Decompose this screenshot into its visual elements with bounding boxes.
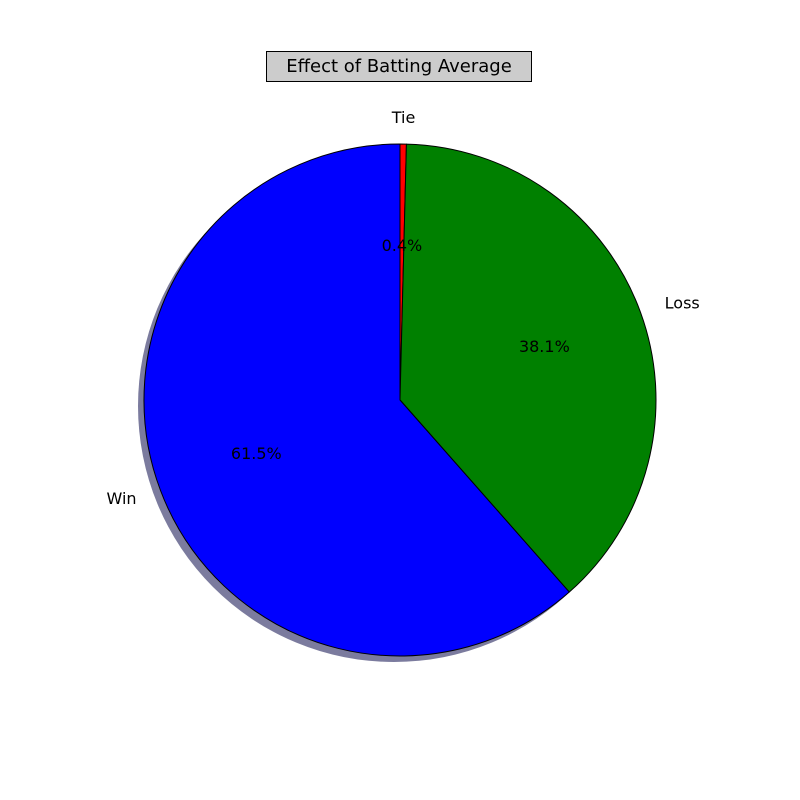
pie-labels: Tie 0.4% Loss 38.1% Win 61.5% (107, 108, 700, 508)
slice-label-win: Win (107, 489, 137, 508)
pie-slices (143, 143, 657, 657)
slice-percent-tie: 0.4% (382, 236, 423, 255)
pie-slice-loss (399, 143, 657, 593)
slice-label-tie: Tie (391, 108, 416, 127)
pie-slice-win (143, 143, 570, 657)
chart-title: Effect of Batting Average (266, 51, 532, 82)
slice-label-loss: Loss (665, 293, 700, 312)
slice-percent-win: 61.5% (231, 444, 282, 463)
slice-percent-loss: 38.1% (519, 337, 570, 356)
